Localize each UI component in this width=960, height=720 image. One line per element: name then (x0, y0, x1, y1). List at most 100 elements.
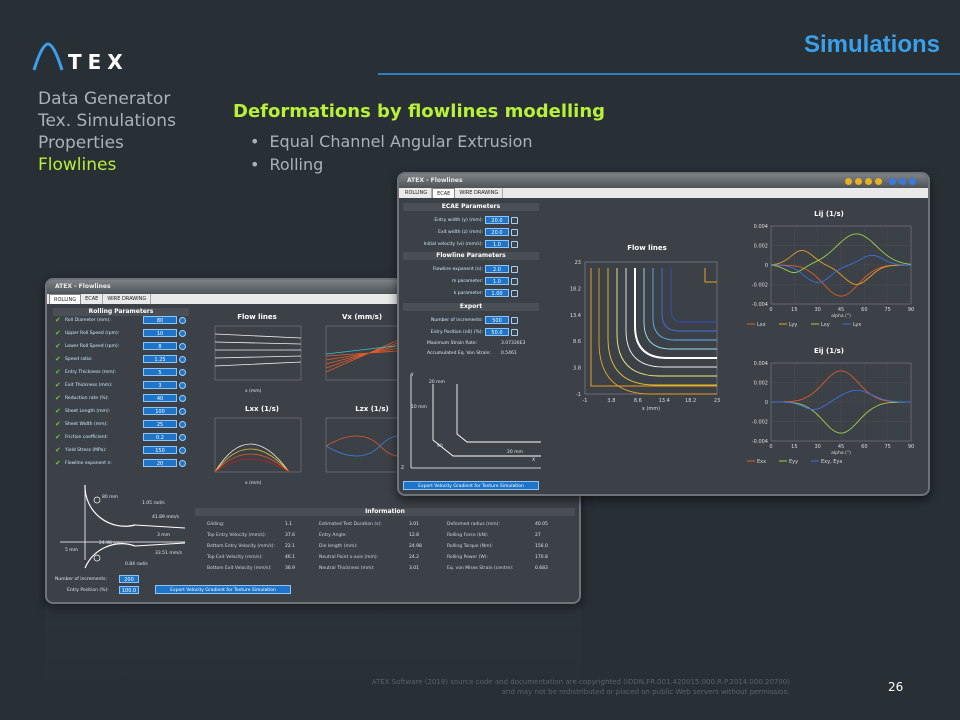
check-icon: ✔ (55, 355, 61, 363)
info-label: Rolling Torque (Nm): (447, 544, 493, 549)
spinner-icon[interactable] (179, 460, 186, 467)
check-icon: ✔ (55, 420, 61, 428)
nav-item-data-generator[interactable]: Data Generator (38, 89, 171, 109)
x-axis-label: alpha (°) (831, 450, 851, 456)
info-label: Bottom Exit Velocity (mm/s): (207, 566, 272, 571)
spinner-icon[interactable] (179, 447, 186, 454)
x-tick-label: 3.8 (607, 398, 615, 404)
param-input[interactable]: 8 (143, 342, 177, 350)
x-tick-label: 30 (814, 307, 820, 313)
spinner-icon[interactable] (511, 241, 518, 248)
y-tick-label: 0.002 (754, 244, 768, 250)
param-input[interactable]: 20 (143, 459, 177, 467)
diagram-label: X (532, 458, 536, 463)
atex-logo-icon (32, 42, 64, 71)
information-title: Information (195, 508, 575, 516)
minimize-icon[interactable] (889, 178, 896, 185)
info-value: 3.01 (409, 566, 420, 571)
info-label: Gliding: (207, 522, 225, 527)
maximize-icon[interactable] (899, 178, 906, 185)
param-input[interactable]: 1.25 (143, 355, 177, 363)
param-input[interactable]: 5 (143, 368, 177, 376)
plot-title: Lij (1/s) (814, 210, 844, 218)
param-input[interactable]: 10 (143, 329, 177, 337)
param-input[interactable]: 1.0 (485, 240, 509, 248)
series-line (770, 249, 911, 285)
increments-input[interactable]: 200 (119, 575, 139, 583)
diagram-label: 41.89 mm/s (152, 515, 179, 520)
info-label: Entry Angle: (319, 533, 347, 538)
ecae-params-panel: ECAE Parameters (403, 203, 539, 211)
param-input[interactable]: 2.0 (485, 265, 509, 273)
window-control-icon[interactable] (875, 178, 882, 185)
param-input[interactable]: 500 (485, 316, 509, 324)
panel-title: Export (403, 303, 539, 311)
spinner-icon[interactable] (511, 278, 518, 285)
param-input[interactable]: 3 (143, 381, 177, 389)
param-input[interactable]: 80 (143, 316, 177, 324)
tab-ecae[interactable]: ECAE (432, 188, 456, 198)
param-input[interactable]: 50.0 (485, 328, 509, 336)
param-input[interactable]: 1.0 (485, 277, 509, 285)
tab-rolling[interactable]: ROLLING (401, 188, 433, 198)
x-tick-label: 0 (769, 307, 772, 313)
x-axis-label: x (mm) (245, 389, 262, 394)
param-input[interactable]: 20.0 (485, 216, 509, 224)
param-label: k parameter: (453, 291, 483, 296)
page-number: 26 (888, 680, 904, 694)
spinner-icon[interactable] (179, 356, 186, 363)
spinner-icon[interactable] (511, 229, 518, 236)
info-label: Estimated Test Duration (s): (319, 522, 382, 527)
spinner-icon[interactable] (511, 290, 518, 297)
diagram-label: Z (401, 466, 405, 471)
window-control-icon[interactable] (845, 178, 852, 185)
spinner-icon[interactable] (511, 217, 518, 224)
info-value: 156.0 (535, 544, 548, 549)
tab-ecae[interactable]: ECAE (81, 294, 104, 304)
spinner-icon[interactable] (179, 317, 186, 324)
export-velocity-button[interactable]: Export Velocity Gradient for Texture Sim… (155, 585, 291, 594)
tab-rolling[interactable]: ROLLING (49, 294, 82, 304)
spinner-icon[interactable] (179, 343, 186, 350)
spinner-icon[interactable] (511, 266, 518, 273)
export-velocity-button[interactable]: Export Velocity Gradient for Texture Sim… (403, 481, 539, 490)
info-label: Neutral Thickness (mm): (319, 566, 375, 571)
y-tick-label: 13.4 (570, 313, 581, 319)
y-tick-label: 23 (575, 260, 581, 266)
spinner-icon[interactable] (179, 421, 186, 428)
window-control-icon[interactable] (865, 178, 872, 185)
param-input[interactable]: 1.00 (485, 289, 509, 297)
y-tick-label: 0 (765, 400, 768, 406)
legend-label: Lyy (789, 322, 797, 328)
spinner-icon[interactable] (179, 330, 186, 337)
entry-position-input[interactable]: 100.0 (119, 586, 139, 594)
param-input[interactable]: 100 (143, 407, 177, 415)
window-control-icon[interactable] (855, 178, 862, 185)
info-value: 170.8 (535, 555, 548, 560)
tab-wire-drawing[interactable]: WIRE DRAWING (103, 294, 152, 304)
param-input[interactable]: 40 (143, 394, 177, 402)
spinner-icon[interactable] (511, 329, 518, 336)
spinner-icon[interactable] (511, 317, 518, 324)
nav-item-properties[interactable]: Properties (38, 133, 124, 153)
spinner-icon[interactable] (179, 382, 186, 389)
info-label: Deformed radius (mm): (447, 522, 500, 527)
info-value: 0.683 (535, 566, 548, 571)
acc-strain-label: Accumulated Eq. Von Strain: (427, 351, 492, 356)
param-label: Entry width (y) (mm): (434, 218, 483, 223)
spinner-icon[interactable] (179, 434, 186, 441)
nav-item-tex-simulations[interactable]: Tex. Simulations (38, 111, 176, 131)
close-icon[interactable] (909, 178, 916, 185)
param-input[interactable]: 150 (143, 446, 177, 454)
param-input[interactable]: 20.0 (485, 228, 509, 236)
param-input[interactable]: 25 (143, 420, 177, 428)
nav-item-flowlines[interactable]: Flowlines (38, 155, 117, 175)
param-input[interactable]: 0.2 (143, 433, 177, 441)
tab-wire-drawing[interactable]: WIRE DRAWING (455, 188, 504, 198)
spinner-icon[interactable] (179, 395, 186, 402)
spinner-icon[interactable] (179, 369, 186, 376)
flowline-series (616, 268, 717, 377)
spinner-icon[interactable] (179, 408, 186, 415)
rolling-params-panel: Rolling Parameters (53, 308, 189, 316)
